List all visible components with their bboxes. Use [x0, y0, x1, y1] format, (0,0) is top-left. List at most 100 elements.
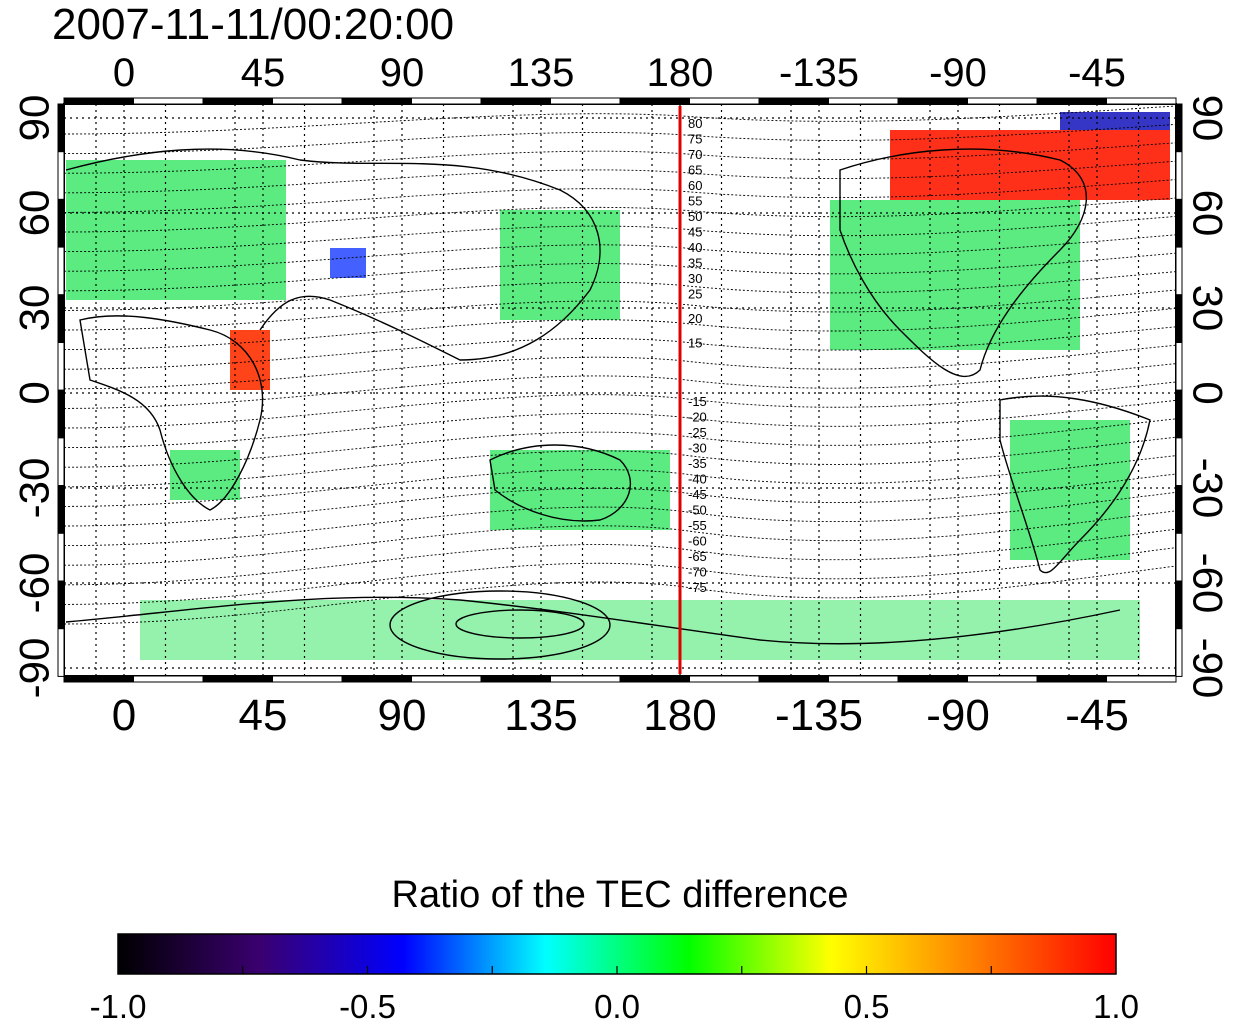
coastline-antarctica [65, 596, 1121, 645]
top-lon-label: 45 [241, 51, 286, 95]
bottom-lon-label: 135 [504, 691, 577, 740]
tec-patch-asia-blue [330, 248, 366, 278]
frame-bar-top [689, 97, 760, 105]
frame-bar-right [1175, 580, 1183, 630]
tec-patch-australia [490, 450, 670, 530]
frame-bar-right [1175, 485, 1183, 534]
contour-curve [63, 547, 1177, 605]
left-lat-label: 30 [11, 285, 58, 332]
frame-bar-bottom [689, 675, 760, 683]
frame-bar-bottom [619, 675, 690, 683]
coastline-eurasia [65, 148, 601, 361]
top-lon-label: 0 [113, 51, 135, 95]
contour-label-south: -20 [688, 410, 707, 425]
top-lon-label: -45 [1068, 51, 1126, 95]
frame-bar-bottom [828, 675, 899, 683]
timestamp-title: 2007-11-11/00:20:00 [52, 0, 455, 49]
tec-data-patches [66, 112, 1170, 660]
frame-bar-top [202, 97, 273, 105]
frame-bar-left [57, 342, 65, 391]
contour-label-south: -75 [688, 580, 707, 595]
frame-bar-right [1175, 198, 1183, 248]
contour-label-south: -30 [688, 441, 707, 456]
axis-tick-labels: 0 45 90 135 180 -135 -90 -45 0 45 90 135 180 -135 -90 -… [11, 51, 1232, 740]
right-lat-label: 90 [1184, 95, 1231, 142]
tec-patch-southern-africa [170, 450, 240, 500]
left-lat-label: -30 [11, 458, 58, 519]
colorbar-title: Ratio of the TEC difference [391, 874, 849, 916]
contour-label-north: 15 [688, 336, 702, 351]
antarctic-contour-ring-outer [389, 590, 611, 660]
coastline-south-america [999, 395, 1151, 574]
frame-bar-bottom [411, 675, 482, 683]
contour-label-south: -40 [688, 472, 707, 487]
bottom-lon-label: -135 [775, 691, 863, 740]
contour-label-south: -50 [688, 503, 707, 518]
contour-curve [63, 565, 1177, 625]
contour-label-north: 80 [688, 116, 702, 131]
contour-label-north: 65 [688, 163, 702, 178]
bottom-lon-label: -90 [926, 691, 990, 740]
right-lat-label: 30 [1184, 285, 1231, 332]
frame-bar-left [57, 103, 65, 153]
tec-patch-antarctic [140, 600, 1140, 660]
frame-bar-left [57, 628, 65, 677]
frame-bar-left [57, 485, 65, 534]
frame-bar-left [57, 151, 65, 200]
contour-label-north: 55 [688, 194, 702, 209]
frame-bar-right [1175, 246, 1183, 296]
frame-bar-top [411, 97, 482, 105]
frame-bar-bottom [63, 675, 134, 683]
frame-bar-left [57, 294, 65, 343]
frame-bar-left [57, 198, 65, 248]
colorbar-tick-label: -0.5 [339, 988, 396, 1024]
frame-bar-bottom [1106, 675, 1177, 683]
tec-patch-arctic-blue [1060, 112, 1170, 130]
frame-bar-right [1175, 628, 1183, 677]
frame-bar-top [897, 97, 968, 105]
frame-bar-left [57, 437, 65, 487]
top-lon-label: 135 [508, 51, 575, 95]
frame-bar-bottom [897, 675, 968, 683]
tec-patch-north-america [830, 200, 1080, 350]
top-lon-label: -90 [929, 51, 987, 95]
tec-patch-south-america [1010, 420, 1130, 560]
contour-label-north: 60 [688, 178, 702, 193]
contour-label-south: -55 [688, 518, 707, 533]
contour-label-south: -60 [688, 534, 707, 549]
frame-bar-bottom [550, 675, 621, 683]
contour-label-north: 70 [688, 147, 702, 162]
left-lat-label: 0 [11, 381, 58, 404]
contour-label-north: 25 [688, 287, 702, 302]
coastline-australia [489, 444, 631, 522]
bottom-lon-label: 0 [112, 691, 136, 740]
contour-label-south: -15 [688, 394, 707, 409]
frame-bar-left [57, 389, 65, 439]
colorbar-tick-label: 0.5 [844, 988, 890, 1024]
right-lat-label: -60 [1184, 553, 1231, 614]
left-lat-label: 90 [11, 95, 58, 142]
frame-bar-top [133, 97, 204, 105]
frame-bar-top [619, 97, 690, 105]
right-lat-label: -90 [1184, 638, 1231, 699]
frame-bar-right [1175, 294, 1183, 343]
right-lat-label: -30 [1184, 458, 1231, 519]
colorbar-tick-label: 1.0 [1093, 988, 1139, 1024]
bottom-lon-label: 180 [643, 691, 716, 740]
frame-bar-top [1036, 97, 1107, 105]
contour-label-north: 30 [688, 271, 702, 286]
frame-bar-top [758, 97, 829, 105]
left-lat-label: -60 [11, 553, 58, 614]
frame-bar-top [967, 97, 1038, 105]
contour-label-north: 35 [688, 256, 702, 271]
frame-bar-right [1175, 342, 1183, 391]
frame-bar-top [480, 97, 551, 105]
right-lat-label: 60 [1184, 190, 1231, 237]
antarctic-contour-ring [455, 609, 585, 639]
frame-bar-right [1175, 437, 1183, 487]
frame-bar-right [1175, 389, 1183, 439]
top-lon-label: 180 [647, 51, 714, 95]
tec-patch-europe [66, 160, 286, 300]
left-lat-label: 60 [11, 190, 58, 237]
